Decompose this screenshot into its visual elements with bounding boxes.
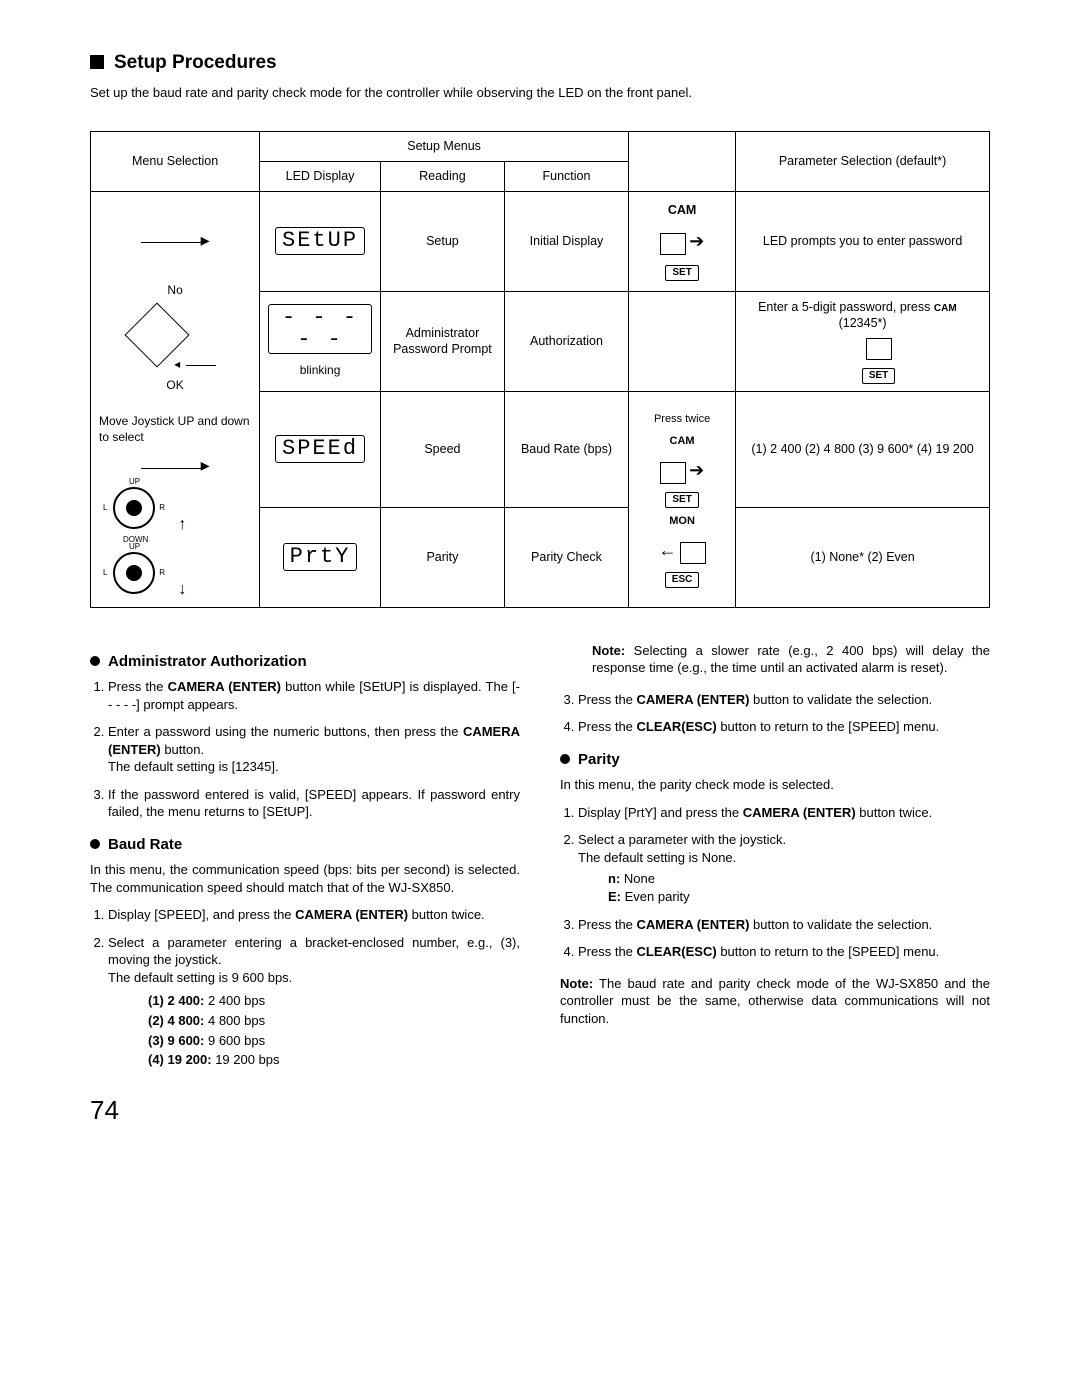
list-item: Press the CAMERA (ENTER) button while [S… bbox=[108, 678, 520, 713]
page-title: Setup Procedures bbox=[90, 50, 990, 76]
left-column: Administrator Authorization Press the CA… bbox=[90, 642, 520, 1118]
buttons-cell: Press twice CAM ➔ SET MON ← ESC bbox=[629, 391, 736, 607]
th-reading: Reading bbox=[380, 162, 504, 192]
menu-selection-cell: ▸ No ◂ OK Move Joystick UP and down to s… bbox=[91, 191, 260, 607]
reading-cell: Setup bbox=[380, 191, 504, 291]
setup-table: Menu Selection Setup Menus Parameter Sel… bbox=[90, 131, 990, 608]
list-item: Press the CAMERA (ENTER) button to valid… bbox=[578, 691, 990, 709]
list-item: Enter a password using the numeric butto… bbox=[108, 723, 520, 776]
reading-cell: Administrator Password Prompt bbox=[380, 291, 504, 391]
param-cell: (1) 2 400 (2) 4 800 (3) 9 600* (4) 19 20… bbox=[736, 391, 990, 507]
function-cell: Baud Rate (bps) bbox=[504, 391, 628, 507]
led-cell: SEtUP bbox=[260, 191, 381, 291]
baud-note: Note: Selecting a slower rate (e.g., 2 4… bbox=[592, 642, 990, 677]
admin-heading: Administrator Authorization bbox=[90, 652, 520, 672]
param-cell: Enter a 5-digit password, press CAM (123… bbox=[736, 291, 990, 391]
led-cell: PrtY bbox=[260, 507, 381, 607]
list-item: Select a parameter entering a bracket-en… bbox=[108, 934, 520, 1069]
page-number: 74 bbox=[90, 1093, 520, 1128]
list-item: Press the CAMERA (ENTER) button to valid… bbox=[578, 916, 990, 934]
led-cell: - - - - - blinking bbox=[260, 291, 381, 391]
list-item: Select a parameter with the joystick.The… bbox=[578, 831, 990, 905]
function-cell: Authorization bbox=[504, 291, 628, 391]
list-item: Press the CLEAR(ESC) button to return to… bbox=[578, 943, 990, 961]
parity-intro: In this menu, the parity check mode is s… bbox=[560, 776, 990, 794]
param-cell: LED prompts you to enter password bbox=[736, 191, 990, 291]
buttons-cell bbox=[629, 291, 736, 391]
th-setup-menus: Setup Menus bbox=[260, 132, 629, 162]
intro-text: Set up the baud rate and parity check mo… bbox=[90, 84, 990, 102]
led-cell: SPEEd bbox=[260, 391, 381, 507]
function-cell: Initial Display bbox=[504, 191, 628, 291]
list-item: Display [SPEED], and press the CAMERA (E… bbox=[108, 906, 520, 924]
param-cell: (1) None* (2) Even bbox=[736, 507, 990, 607]
final-note: Note: The baud rate and parity check mod… bbox=[560, 975, 990, 1028]
function-cell: Parity Check bbox=[504, 507, 628, 607]
parity-heading: Parity bbox=[560, 750, 990, 770]
reading-cell: Parity bbox=[380, 507, 504, 607]
list-item: If the password entered is valid, [SPEED… bbox=[108, 786, 520, 821]
right-column: Note: Selecting a slower rate (e.g., 2 4… bbox=[560, 642, 990, 1118]
list-item: Display [PrtY] and press the CAMERA (ENT… bbox=[578, 804, 990, 822]
baud-intro: In this menu, the communication speed (b… bbox=[90, 861, 520, 896]
th-function: Function bbox=[504, 162, 628, 192]
buttons-cell: CAM ➔ SET bbox=[629, 191, 736, 291]
th-led: LED Display bbox=[260, 162, 381, 192]
reading-cell: Speed bbox=[380, 391, 504, 507]
baud-heading: Baud Rate bbox=[90, 835, 520, 855]
th-menu-selection: Menu Selection bbox=[91, 132, 260, 192]
th-param: Parameter Selection (default*) bbox=[736, 132, 990, 192]
list-item: Press the CLEAR(ESC) button to return to… bbox=[578, 718, 990, 736]
